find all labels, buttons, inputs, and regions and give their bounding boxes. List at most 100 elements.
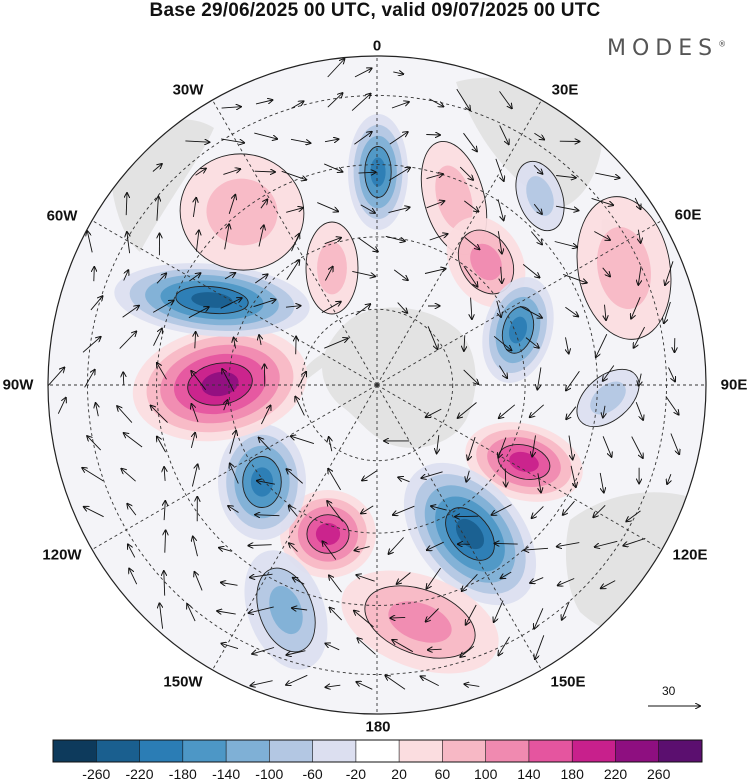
wind-vector (355, 304, 370, 316)
colorbar-tick-label: -60 (302, 766, 323, 782)
wind-vector (427, 326, 437, 349)
wind-vector (90, 296, 103, 311)
anomaly-outer-70E (576, 196, 672, 340)
wind-vector (631, 436, 643, 458)
reference-vector-label: 30 (662, 684, 676, 698)
wind-vector (634, 197, 640, 209)
wind-vector (219, 548, 232, 552)
wind-vector (352, 270, 375, 276)
wind-vector (48, 368, 64, 387)
wind-vector (665, 396, 679, 414)
wind-vector (494, 600, 504, 622)
wind-vector (665, 261, 674, 285)
brand-logo: MODES® (607, 36, 726, 61)
wind-vector (188, 307, 209, 319)
wind-vector (195, 169, 206, 176)
wind-vector (431, 506, 447, 511)
wind-vector (463, 265, 478, 287)
wind-vector (603, 365, 615, 381)
colorbar-frame (52, 739, 703, 763)
wind-vector (623, 537, 646, 545)
wind-vector (292, 608, 308, 610)
brand-mark: ® (718, 39, 727, 49)
wind-vector (556, 176, 576, 178)
wind-vector (258, 225, 264, 247)
wind-vector (249, 606, 274, 613)
wind-vector (670, 433, 679, 455)
colorbar-tick-label: -100 (255, 766, 284, 782)
colorbar-swatch (139, 740, 184, 762)
wind-vector (602, 267, 610, 277)
wind-vector (124, 433, 143, 448)
wind-vector (635, 402, 643, 420)
wind-vector (228, 195, 235, 215)
colorbar-tick-label: -260 (82, 766, 111, 782)
wind-vector (329, 437, 332, 452)
colorbar-swatch (485, 740, 530, 762)
wind-vector (57, 398, 66, 414)
lon-label-90e: 90E (720, 376, 748, 394)
wind-vector (385, 235, 405, 241)
wind-vector (391, 102, 409, 109)
wind-vector (157, 197, 159, 221)
wind-vector (123, 270, 129, 281)
wind-vector (565, 306, 578, 316)
lon-label-60w: 60W (46, 207, 78, 225)
wind-vector (291, 436, 315, 445)
wind-vector (153, 329, 162, 346)
wind-vector (595, 172, 619, 178)
wind-vector (522, 264, 539, 277)
wind-vector (164, 501, 165, 521)
wind-vector (596, 334, 608, 357)
wind-vector (165, 530, 166, 553)
wind-vector (358, 172, 376, 173)
wind-vector (356, 575, 375, 582)
anomaly-outer-40W (179, 153, 305, 271)
wind-vector (121, 469, 136, 482)
wind-vector (460, 645, 475, 657)
colorbar-tick-label: 20 (391, 766, 407, 782)
wind-vector (127, 504, 137, 516)
meridian-30 (376, 99, 542, 386)
colorbar (52, 739, 703, 763)
wind-vector (429, 234, 448, 241)
wind-vector (626, 510, 641, 522)
wind-vector (426, 608, 439, 622)
anomaly-ring-70E (482, 277, 554, 383)
lon-label-180: 180 (365, 718, 391, 736)
wind-vector (499, 365, 507, 379)
colorbar-swatch (399, 740, 443, 762)
wind-vector (84, 507, 104, 518)
wind-vector (191, 464, 197, 487)
wind-vector (360, 204, 375, 213)
wind-vector (195, 332, 196, 349)
wind-vector (317, 202, 338, 212)
wind-vector (328, 469, 341, 491)
wind-vector (224, 400, 228, 411)
wind-vector (221, 583, 238, 586)
wind-vector (602, 436, 611, 457)
wind-vector (259, 335, 261, 345)
wind-vector (464, 237, 480, 249)
wind-vector (129, 569, 138, 585)
wind-vector (362, 470, 378, 481)
wind-vectors (48, 59, 679, 689)
wind-vector (230, 464, 239, 484)
wind-vector (496, 300, 501, 317)
lon-label-120w: 120W (42, 546, 82, 564)
wind-vector (254, 171, 275, 172)
wind-vector (667, 474, 671, 484)
anomaly-ring-110E (465, 422, 583, 502)
wind-vector (455, 516, 479, 517)
wind-vector (252, 647, 275, 654)
wind-vector (638, 229, 640, 243)
wind-vector (426, 408, 442, 417)
wind-vector (87, 231, 93, 253)
wind-vector (595, 540, 618, 547)
wind-vector (570, 465, 576, 487)
anomaly-ring-155E (403, 462, 537, 606)
wind-vector (253, 300, 276, 308)
wind-vector (426, 135, 440, 136)
wind-vector (254, 132, 277, 139)
wind-vector (164, 571, 165, 596)
